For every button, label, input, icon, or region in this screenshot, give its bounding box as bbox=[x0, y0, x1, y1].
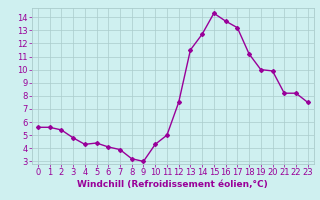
X-axis label: Windchill (Refroidissement éolien,°C): Windchill (Refroidissement éolien,°C) bbox=[77, 180, 268, 189]
